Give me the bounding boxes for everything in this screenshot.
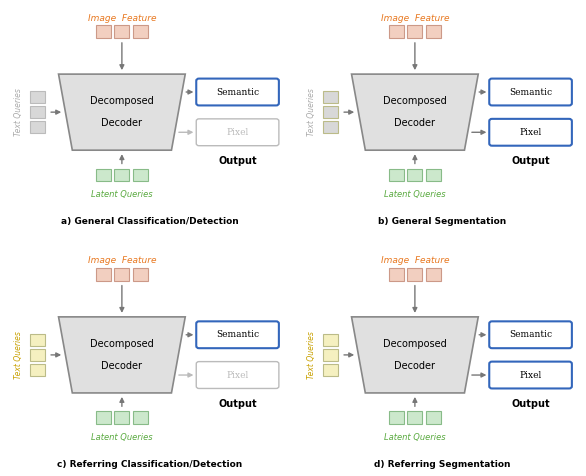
FancyBboxPatch shape <box>196 119 279 146</box>
Bar <box>96 268 111 280</box>
FancyBboxPatch shape <box>196 321 279 348</box>
Bar <box>323 334 339 346</box>
Bar <box>426 169 441 181</box>
FancyBboxPatch shape <box>489 79 572 106</box>
Text: Decomposed: Decomposed <box>90 339 154 349</box>
Bar <box>30 349 46 361</box>
Bar <box>426 268 441 280</box>
Text: Pixel: Pixel <box>226 370 248 379</box>
Bar <box>133 25 148 38</box>
Polygon shape <box>352 317 478 393</box>
Bar <box>133 268 148 280</box>
Bar <box>426 25 441 38</box>
Text: Pixel: Pixel <box>519 128 541 137</box>
Text: Decoder: Decoder <box>394 361 435 371</box>
Bar <box>407 25 423 38</box>
Text: Pixel: Pixel <box>519 370 541 379</box>
Text: Image  Feature: Image Feature <box>88 257 156 266</box>
Text: Latent Queries: Latent Queries <box>384 190 446 199</box>
Bar <box>114 25 130 38</box>
Bar <box>323 91 339 103</box>
Text: Image  Feature: Image Feature <box>381 14 449 23</box>
Bar <box>407 268 423 280</box>
Text: Text Queries: Text Queries <box>307 88 316 136</box>
Bar <box>30 106 46 119</box>
Text: Decoder: Decoder <box>101 119 142 129</box>
Bar <box>30 91 46 103</box>
Bar <box>133 169 148 181</box>
Text: a) General Classification/Detection: a) General Classification/Detection <box>60 217 239 226</box>
Bar <box>323 349 339 361</box>
Bar <box>30 334 46 346</box>
Bar <box>389 268 404 280</box>
Text: Latent Queries: Latent Queries <box>384 433 446 442</box>
Bar <box>426 411 441 424</box>
Polygon shape <box>59 74 185 150</box>
Text: Text Queries: Text Queries <box>14 331 23 379</box>
Text: d) Referring Segmentation: d) Referring Segmentation <box>374 460 510 469</box>
Bar <box>407 169 423 181</box>
Bar <box>114 268 130 280</box>
Bar <box>96 169 111 181</box>
Text: b) General Segmentation: b) General Segmentation <box>379 217 506 226</box>
Text: Semantic: Semantic <box>216 330 259 339</box>
Text: Output: Output <box>218 156 257 167</box>
Text: c) Referring Classification/Detection: c) Referring Classification/Detection <box>57 460 242 469</box>
Text: Latent Queries: Latent Queries <box>91 433 153 442</box>
FancyBboxPatch shape <box>489 362 572 388</box>
Text: Output: Output <box>511 399 550 409</box>
Text: Pixel: Pixel <box>226 128 248 137</box>
Text: Semantic: Semantic <box>216 88 259 97</box>
Text: Image  Feature: Image Feature <box>88 14 156 23</box>
Text: Semantic: Semantic <box>509 330 552 339</box>
Text: Decomposed: Decomposed <box>90 96 154 106</box>
Text: Text Queries: Text Queries <box>307 331 316 379</box>
Bar <box>407 411 423 424</box>
Text: Decoder: Decoder <box>101 361 142 371</box>
Text: Text Queries: Text Queries <box>14 88 23 136</box>
Text: Decoder: Decoder <box>394 119 435 129</box>
Bar <box>30 121 46 133</box>
Polygon shape <box>59 317 185 393</box>
Bar <box>323 121 339 133</box>
FancyBboxPatch shape <box>489 321 572 348</box>
Text: Decomposed: Decomposed <box>383 96 447 106</box>
FancyBboxPatch shape <box>196 362 279 388</box>
Bar <box>114 169 130 181</box>
Text: Decomposed: Decomposed <box>383 339 447 349</box>
FancyBboxPatch shape <box>489 119 572 146</box>
Bar <box>389 411 404 424</box>
Text: Latent Queries: Latent Queries <box>91 190 153 199</box>
Bar <box>323 106 339 119</box>
FancyBboxPatch shape <box>196 79 279 106</box>
Bar <box>30 364 46 376</box>
Bar <box>96 411 111 424</box>
Bar <box>389 25 404 38</box>
Bar <box>323 364 339 376</box>
Bar <box>389 169 404 181</box>
Bar <box>133 411 148 424</box>
Bar <box>114 411 130 424</box>
Polygon shape <box>352 74 478 150</box>
Text: Output: Output <box>511 156 550 167</box>
Bar <box>96 25 111 38</box>
Text: Semantic: Semantic <box>509 88 552 97</box>
Text: Output: Output <box>218 399 257 409</box>
Text: Image  Feature: Image Feature <box>381 257 449 266</box>
